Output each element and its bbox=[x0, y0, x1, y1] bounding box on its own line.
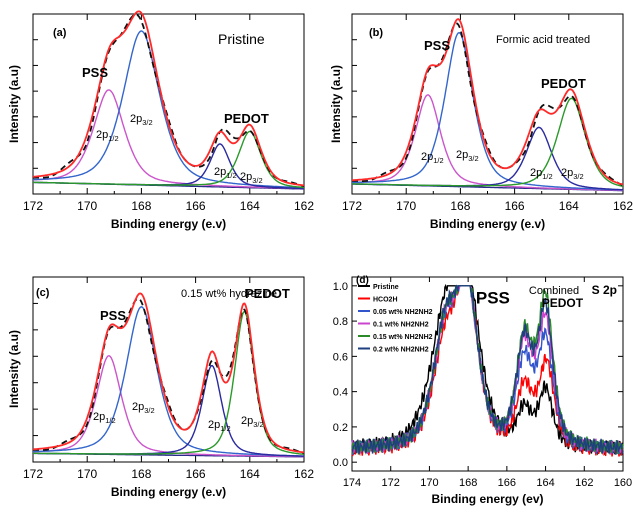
panel-a: 172 170 168 166 164 162 Binding energy (e.v) In… bbox=[7, 10, 314, 231]
x-tick-label: 168 bbox=[450, 199, 470, 213]
y-tick-label: 0.2 bbox=[333, 422, 348, 434]
x-tick-label: 174 bbox=[343, 477, 361, 489]
y-tick-label: 0.6 bbox=[333, 351, 348, 363]
x-tick-label: 160 bbox=[614, 477, 632, 489]
x-tick-label: 162 bbox=[613, 199, 633, 213]
pss-label: PSS bbox=[100, 308, 126, 323]
peak-label: 2p1/2 bbox=[421, 151, 444, 165]
x-tick-label: 172 bbox=[23, 199, 43, 213]
x-tick-label: 164 bbox=[240, 467, 260, 481]
x-tick-label: 162 bbox=[294, 199, 314, 213]
pedot-label: PEDOT bbox=[541, 76, 586, 91]
pss-2p32-curve bbox=[33, 306, 304, 457]
x-tick-label: 172 bbox=[382, 477, 400, 489]
x-tick-label: 162 bbox=[294, 467, 314, 481]
pss-2p12-curve bbox=[32, 89, 304, 190]
fit-envelope-curve bbox=[352, 18, 624, 186]
series-line-5 bbox=[351, 284, 624, 455]
plot-frame bbox=[32, 276, 305, 463]
x-tick-label: 168 bbox=[459, 477, 477, 489]
pedot-label: PEDOT bbox=[224, 111, 269, 126]
peak-label: 2p3/2 bbox=[241, 415, 264, 429]
y-axis-label: Intensity (a.u) bbox=[329, 65, 343, 143]
x-axis-label: Binding energy (e.v) bbox=[430, 217, 545, 231]
peak-label: 2p1/2 bbox=[96, 129, 119, 143]
pss-2p32-curve bbox=[352, 31, 623, 191]
x-tick-label: 164 bbox=[536, 477, 554, 489]
panel-title: Pristine bbox=[218, 31, 265, 47]
pss-label: PSS bbox=[424, 38, 450, 53]
peak-label: 2p1/2 bbox=[93, 411, 116, 425]
x-axis-label: Binding energy (ev) bbox=[431, 492, 543, 506]
peak-label: 2p3/2 bbox=[130, 113, 153, 127]
x-tick-label: 170 bbox=[77, 467, 97, 481]
panel-tag: (c) bbox=[36, 287, 50, 299]
peak-label: 2p3/2 bbox=[132, 401, 155, 415]
legend-label: Pristine bbox=[373, 284, 399, 291]
pedot-2p32-curve bbox=[33, 310, 305, 455]
peak-label: 2p1/2 bbox=[208, 419, 231, 433]
legend-label: 0.1 wt% NH2NH2 bbox=[373, 322, 429, 329]
fit-envelope-curve bbox=[32, 10, 305, 187]
x-tick-label: 166 bbox=[505, 199, 525, 213]
pss-label: PSS bbox=[82, 65, 108, 80]
pedot-label: PEDOT bbox=[542, 296, 584, 310]
pedot-label: PEDOT bbox=[245, 286, 290, 301]
y-axis-label: Intensity (a.u) bbox=[7, 65, 21, 143]
legend-label: 0.15 wt% NH2NH2 bbox=[373, 334, 433, 341]
fit-envelope-curve bbox=[32, 292, 305, 454]
x-tick-label: 172 bbox=[23, 467, 43, 481]
peak-label: 2p1/2 bbox=[530, 167, 553, 181]
legend-label: 0.05 wt% NH2NH2 bbox=[373, 309, 433, 316]
peak-label: 2p3/2 bbox=[240, 171, 263, 185]
pss-label: PSS bbox=[476, 288, 510, 307]
panel-tag: (a) bbox=[53, 27, 67, 39]
x-axis-label: Binding energy (e.v) bbox=[111, 217, 226, 231]
x-tick-label: 162 bbox=[575, 477, 593, 489]
legend: Pristine HCO2H 0.05 wt% NH2NH2 0.1 wt% NH2N… bbox=[358, 284, 433, 354]
panel-c: 172 170 168 166 164 162 Binding energy (e.v) In… bbox=[7, 276, 314, 499]
panel-b: 172 170 168 166 164 162 Binding energy (e.v) In… bbox=[329, 13, 633, 231]
x-tick-label: 170 bbox=[420, 477, 438, 489]
raw-data-curve bbox=[33, 297, 305, 455]
pedot-2p12-curve bbox=[33, 364, 304, 457]
panel-tag: (b) bbox=[369, 27, 383, 39]
peak-label: 2p3/2 bbox=[456, 149, 479, 163]
panel-tag: (d) bbox=[356, 275, 369, 286]
plot-frame bbox=[351, 276, 624, 472]
x-tick-label: 168 bbox=[131, 467, 151, 481]
panel-subtitle: S 2p bbox=[592, 283, 617, 297]
panel-title: Formic acid treated bbox=[496, 34, 590, 46]
panel-title: Combined bbox=[529, 285, 579, 297]
x-axis-label: Binding energy (e.v) bbox=[111, 485, 226, 499]
panel-d: 174 172 170 168 166 164 162 160 0.0 0.2 0.4 0.6 0.8 1… bbox=[333, 275, 632, 506]
x-tick-label: 172 bbox=[342, 199, 362, 213]
x-tick-label: 164 bbox=[559, 199, 579, 213]
y-tick-label: 0.8 bbox=[333, 316, 348, 328]
x-tick-label: 166 bbox=[498, 477, 516, 489]
y-axis-label: Intensity (a.u) bbox=[7, 330, 21, 408]
y-tick-label: 1.0 bbox=[333, 281, 348, 293]
x-tick-label: 164 bbox=[240, 199, 260, 213]
raw-data-curve bbox=[352, 22, 624, 187]
pss-2p32-curve bbox=[33, 30, 304, 189]
x-tick-label: 166 bbox=[186, 199, 206, 213]
peak-label: 2p1/2 bbox=[214, 166, 237, 180]
x-tick-label: 166 bbox=[186, 467, 206, 481]
y-tick-label: 0.4 bbox=[333, 387, 348, 399]
pedot-2p32-curve bbox=[33, 130, 305, 189]
x-tick-label: 170 bbox=[396, 199, 416, 213]
legend-label: HCO2H bbox=[373, 297, 398, 304]
peak-label: 2p3/2 bbox=[561, 167, 584, 181]
panel-title: 0.15 wt% hydrazine bbox=[181, 288, 277, 300]
y-tick-label: 0.0 bbox=[333, 457, 348, 469]
legend-label: 0.2 wt% NH2NH2 bbox=[373, 347, 429, 354]
x-tick-label: 168 bbox=[131, 199, 151, 213]
x-tick-label: 170 bbox=[77, 199, 97, 213]
